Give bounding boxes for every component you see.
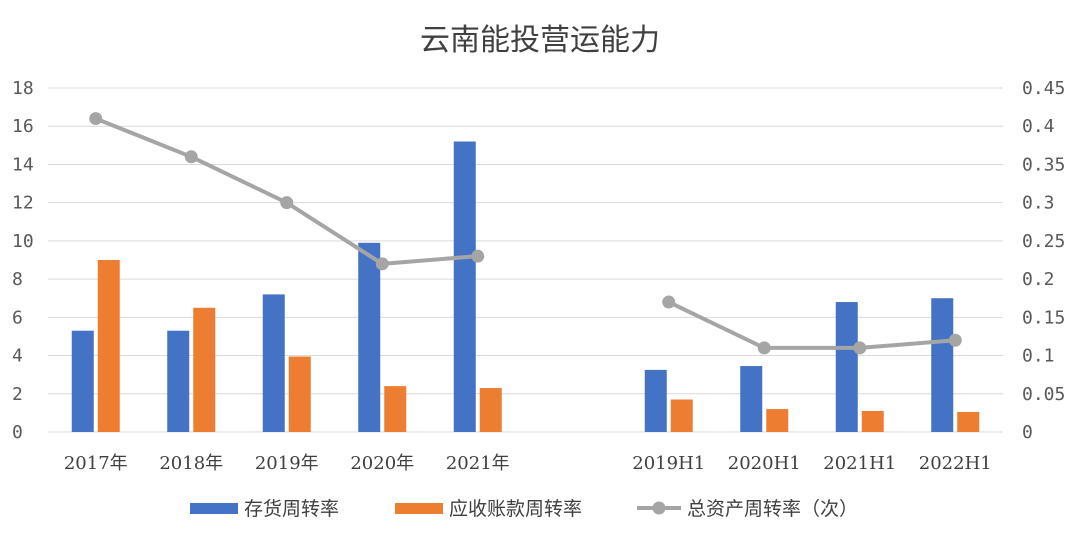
- right-tick-label: 0.3: [1022, 193, 1055, 214]
- total-asset-turnover-point: [375, 257, 389, 271]
- bar-inventory-turnover: [262, 294, 285, 432]
- category-labels: 2017年 2018年 2019年 2020年 2021年 2019H1 2020H1 202…: [64, 453, 992, 474]
- left-axis-ticks: 0 2 4 6 8 10 12 14 16 18: [12, 78, 34, 443]
- left-tick-label: 2: [12, 384, 23, 405]
- right-axis-ticks: 0 0.05 0.1 0.15 0.2 0.25 0.3 0.35 0.4 0.45: [1022, 78, 1065, 443]
- total-asset-turnover-point: [280, 196, 294, 210]
- left-tick-label: 14: [12, 154, 34, 175]
- total-asset-turnover-point: [89, 112, 103, 126]
- category-label: 2021年: [446, 453, 510, 474]
- right-tick-label: 0: [1022, 422, 1033, 443]
- right-tick-label: 0.05: [1022, 384, 1065, 405]
- bar-receivables-turnover: [193, 307, 216, 432]
- bar-receivables-turnover: [766, 409, 789, 432]
- left-tick-label: 0: [12, 422, 23, 443]
- bar-receivables-turnover: [288, 356, 311, 432]
- left-tick-label: 16: [12, 116, 34, 137]
- left-tick-label: 4: [12, 346, 23, 367]
- right-tick-label: 0.25: [1022, 231, 1065, 252]
- legend-marker: [652, 501, 666, 515]
- bar-inventory-turnover: [644, 369, 667, 432]
- bar-receivables-turnover: [861, 410, 884, 432]
- bar-receivables-turnover: [479, 388, 502, 432]
- bar-inventory-turnover: [740, 366, 763, 432]
- bar-series: [71, 141, 980, 432]
- category-label: 2020H1: [728, 453, 801, 474]
- category-label: 2021H1: [823, 453, 896, 474]
- bar-receivables-turnover: [957, 411, 980, 432]
- category-label: 2018年: [159, 453, 223, 474]
- right-tick-label: 0.2: [1022, 269, 1055, 290]
- bar-inventory-turnover: [71, 330, 94, 432]
- bar-inventory-turnover: [167, 330, 190, 432]
- total-asset-turnover-point: [948, 333, 962, 347]
- bar-receivables-turnover: [97, 260, 120, 432]
- total-asset-turnover-point: [471, 249, 485, 263]
- total-asset-turnover-point: [662, 295, 676, 309]
- category-label: 2017年: [64, 453, 128, 474]
- legend: 存货周转率 应收账款周转率 总资产周转率（次）: [190, 498, 858, 520]
- total-asset-turnover-point: [853, 341, 867, 355]
- gridlines: [48, 87, 1003, 433]
- left-tick-label: 10: [12, 231, 34, 252]
- bar-receivables-turnover: [384, 386, 407, 432]
- category-label: 2022H1: [919, 453, 992, 474]
- right-tick-label: 0.4: [1022, 116, 1055, 137]
- category-label: 2019H1: [632, 453, 705, 474]
- legend-swatch: [190, 503, 238, 514]
- total-asset-turnover-point: [184, 150, 198, 164]
- legend-swatch: [395, 503, 443, 514]
- chart-title: 云南能投营运能力: [420, 23, 660, 58]
- bar-receivables-turnover: [670, 399, 693, 432]
- category-label: 2020年: [350, 453, 414, 474]
- line-series: [89, 112, 962, 355]
- total-asset-turnover-line: [95, 116, 478, 266]
- total-asset-turnover-line: [667, 300, 956, 350]
- legend-label: 总资产周转率（次）: [687, 498, 858, 520]
- left-tick-label: 6: [12, 307, 23, 328]
- right-tick-label: 0.1: [1022, 346, 1055, 367]
- left-tick-label: 12: [12, 193, 34, 214]
- left-tick-label: 8: [12, 269, 23, 290]
- legend-label: 存货周转率: [244, 498, 339, 520]
- right-tick-label: 0.35: [1022, 154, 1065, 175]
- bar-inventory-turnover: [453, 141, 476, 432]
- right-tick-label: 0.45: [1022, 78, 1065, 99]
- total-asset-turnover-point: [757, 341, 771, 355]
- bar-inventory-turnover: [931, 298, 954, 432]
- bar-inventory-turnover: [358, 242, 381, 432]
- category-label: 2019年: [255, 453, 319, 474]
- legend-label: 应收账款周转率: [449, 498, 582, 520]
- bar-inventory-turnover: [835, 302, 858, 432]
- left-tick-label: 18: [12, 78, 34, 99]
- right-tick-label: 0.15: [1022, 307, 1065, 328]
